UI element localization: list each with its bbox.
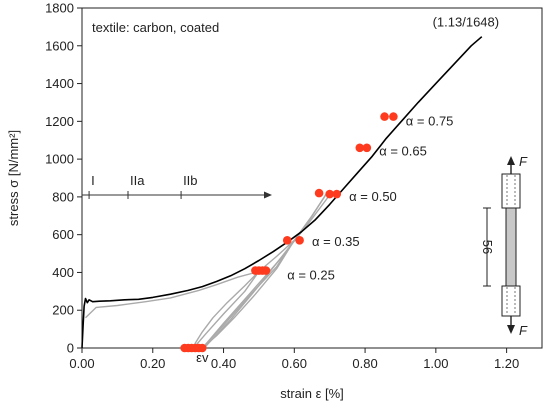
y-axis-label: stress σ [N/mm²]	[6, 130, 21, 226]
y-tick-label: 0	[67, 341, 74, 356]
y-tick-label: 200	[52, 303, 74, 318]
load-level-marker	[355, 143, 365, 153]
chart-title: textile: carbon, coated	[92, 20, 219, 35]
stage-label: IIb	[183, 173, 197, 188]
x-axis-label: strain ε [%]	[280, 386, 344, 401]
y-axis-ticks: 0 200 400 600 800 1000 1200 1400 1600 1800	[45, 1, 82, 356]
x-tick-label: 0.20	[140, 356, 165, 371]
load-level-marker	[389, 112, 398, 121]
endpoint-label: (1.13/1648)	[433, 15, 500, 30]
x-tick-label: 0.00	[69, 356, 94, 371]
bottom-force-arrowhead	[507, 325, 515, 334]
load-level-marker	[261, 266, 271, 275]
top-force-label: F	[519, 154, 528, 169]
y-tick-label: 1000	[45, 152, 74, 167]
stage-axis-arrowhead	[264, 191, 272, 199]
load-level-marker	[362, 143, 372, 153]
x-tick-label: 0.60	[282, 356, 307, 371]
cyclic-loop-curve	[85, 270, 260, 319]
y-tick-label: 400	[52, 265, 74, 280]
cyclic-loop-curve	[192, 239, 295, 349]
alpha-label: α = 0.65	[379, 144, 427, 159]
load-level-marker	[380, 112, 389, 121]
load-level-marker	[314, 188, 324, 198]
cyclic-loop-curve	[203, 194, 331, 349]
alpha-label: α = 0.35	[312, 234, 360, 249]
monotonic-curve	[81, 36, 483, 349]
stage-label: I	[91, 173, 95, 188]
alpha-label: α = 0.75	[406, 113, 454, 128]
load-level-marker	[325, 189, 334, 199]
bottom-force-label: F	[519, 323, 528, 338]
residual-strain-label: εv	[196, 350, 209, 365]
x-tick-label: 1.20	[494, 356, 519, 371]
y-tick-label: 1400	[45, 76, 74, 91]
alpha-label: α = 0.25	[287, 267, 335, 282]
load-level-marker	[332, 189, 342, 199]
top-force-arrowhead	[507, 156, 515, 165]
length-dimension-label: 56	[480, 240, 495, 254]
y-tick-label: 1200	[45, 114, 74, 129]
load-level-marker	[295, 236, 304, 245]
alpha-label: α = 0.50	[349, 189, 397, 204]
y-tick-label: 800	[52, 189, 74, 204]
load-level-marker	[198, 343, 207, 353]
loading-level-markers: α = 0.25 α = 0.35 α = 0.50 α = 0.65 α = 0.75	[180, 112, 454, 353]
stage-label: IIa	[130, 173, 145, 188]
y-tick-label: 1600	[45, 38, 74, 53]
series-lines	[81, 36, 483, 349]
load-level-marker	[282, 236, 292, 245]
stage-axis: I IIa IIb	[82, 173, 272, 199]
bottom-grip	[501, 285, 521, 317]
specimen-body	[505, 207, 517, 287]
y-tick-label: 1800	[45, 1, 74, 16]
y-tick-label: 600	[52, 227, 74, 242]
specimen-sketch: F F 56	[480, 154, 528, 338]
x-axis-ticks: 0.00 0.20 0.40 0.60 0.80 1.00 1.20	[69, 348, 519, 371]
cyclic-loop-curve	[192, 271, 260, 349]
plot-frame	[81, 7, 543, 349]
x-tick-label: 1.00	[423, 356, 448, 371]
top-grip	[501, 173, 521, 209]
x-tick-label: 0.80	[352, 356, 377, 371]
x-tick-label: 0.40	[211, 356, 236, 371]
